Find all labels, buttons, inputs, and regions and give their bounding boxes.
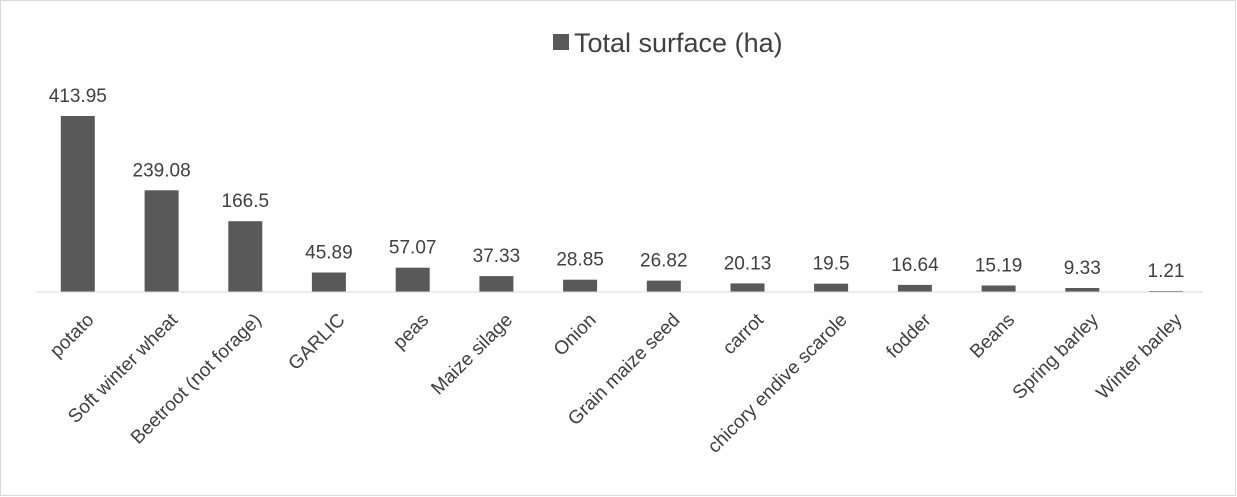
data-label: 413.95 (49, 86, 107, 107)
bar (563, 279, 598, 292)
data-label: 239.08 (133, 160, 191, 181)
bars (60, 116, 1183, 292)
data-label: 9.33 (1064, 258, 1101, 279)
bar (1065, 288, 1100, 292)
x-tick-label: fodder (883, 309, 936, 362)
bar (60, 116, 95, 292)
x-tick-label: Onion (550, 310, 601, 361)
data-label: 19.5 (813, 254, 850, 275)
x-tick-label: potato (46, 310, 98, 362)
bar (814, 283, 849, 292)
data-label: 166.5 (222, 191, 270, 212)
x-tick-label: Maize silage (427, 310, 517, 400)
bar (981, 285, 1016, 292)
x-tick-label: Beans (966, 310, 1019, 363)
x-tick-label: peas (389, 310, 433, 354)
data-label: 20.13 (724, 253, 772, 274)
data-label: 15.19 (975, 256, 1023, 277)
bar (646, 280, 681, 292)
legend-swatch (553, 34, 569, 50)
data-label: 1.21 (1148, 261, 1185, 282)
data-label: 16.64 (891, 255, 939, 276)
x-tick-label: Winter barley (1093, 309, 1187, 403)
data-label: 26.82 (640, 251, 688, 272)
bar (897, 284, 932, 292)
data-label: 45.89 (305, 243, 353, 264)
bar (144, 190, 179, 292)
x-tick-label: carrot (719, 309, 769, 359)
legend-label: Total surface (ha) (574, 28, 783, 58)
bar (228, 221, 263, 292)
data-label: 28.85 (556, 250, 604, 271)
data-labels: 413.95 239.08 166.5 45.89 57.07 37.33 28.85 26.… (49, 86, 1185, 282)
bar (479, 276, 514, 292)
bar (730, 283, 765, 292)
bar (311, 272, 346, 292)
x-tick-label: GARLIC (285, 310, 350, 375)
x-tick-label: chicory endive scarole (704, 310, 852, 458)
legend: Total surface (ha) (553, 28, 783, 58)
x-tick-label: Spring barley (1009, 309, 1103, 403)
bar (395, 267, 430, 292)
data-label: 57.07 (389, 238, 437, 259)
data-label: 37.33 (473, 246, 521, 267)
